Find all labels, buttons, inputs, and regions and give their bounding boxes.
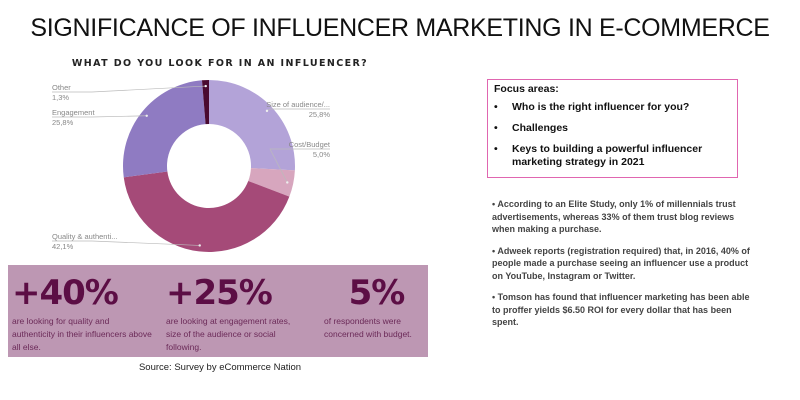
- chart-title: WHAT DO YOU LOOK FOR IN AN INFLUENCER?: [71, 58, 369, 69]
- stat-quality: +40% are looking for quality and authent…: [12, 273, 152, 354]
- slice-value-label: 1,3%: [52, 93, 69, 102]
- slice-label: Size of audience/...: [266, 100, 330, 109]
- leader-dot: [198, 244, 201, 247]
- stat-number: +25%: [166, 273, 273, 313]
- leader-dot: [204, 84, 207, 88]
- stat-text: are looking for quality and authenticity…: [12, 316, 152, 352]
- leader-dot: [286, 181, 289, 184]
- slice-value-label: 25,8%: [309, 110, 331, 119]
- donut-slice-4: [201, 80, 209, 125]
- fact-item: • Tomson has found that influencer marke…: [492, 292, 750, 327]
- fact-item: • Adweek reports (registration required)…: [492, 245, 750, 281]
- slice-value-label: 5,0%: [313, 150, 330, 159]
- fact-item: • According to an Elite Study, only 1% o…: [492, 199, 736, 234]
- leader-line: [52, 240, 200, 246]
- stat-budget: 5% of respondents were concerned with bu…: [324, 273, 429, 341]
- donut-slice-0: [209, 79, 296, 171]
- stat-number: +40%: [12, 273, 119, 313]
- stats-panel: +40% are looking for quality and authent…: [8, 265, 428, 357]
- leader-line: [269, 148, 330, 183]
- leader-dot: [265, 109, 269, 113]
- facts-list: • According to an Elite Study, only 1% o…: [492, 198, 754, 338]
- leader-dot: [145, 114, 148, 117]
- focus-item: Challenges: [494, 122, 731, 135]
- focus-areas-box: Focus areas: Who is the right influencer…: [487, 79, 738, 178]
- slice-value-label: 42,1%: [52, 242, 74, 251]
- stat-number: 5%: [348, 273, 406, 313]
- focus-heading: Focus areas:: [494, 83, 559, 95]
- donut-slice-3: [123, 80, 206, 178]
- slice-label: Other: [52, 83, 71, 92]
- donut-slice-2: [123, 171, 290, 252]
- leader-line: [52, 115, 147, 118]
- focus-item: Who is the right influencer for you?: [494, 101, 731, 114]
- focus-item: Keys to building a powerful influencer m…: [494, 143, 731, 169]
- page-title: SIGNIFICANCE OF INFLUENCER MARKETING IN …: [30, 14, 770, 42]
- slice-label: Cost/Budget: [289, 140, 331, 149]
- stat-text: are looking at engagement rates, size of…: [166, 316, 291, 352]
- source-caption: Source: Survey by eCommerce Nation: [138, 362, 302, 373]
- donut-chart: Size of audience/...25,8%Cost/Budget5,0%…: [52, 79, 331, 252]
- stat-text: of respondents were concerned with budge…: [324, 316, 412, 339]
- slice-label: Engagement: [52, 108, 95, 117]
- slice-label: Quality & authenti...: [52, 232, 117, 241]
- stat-engagement: +25% are looking at engagement rates, si…: [166, 273, 291, 354]
- slice-value-label: 25,8%: [52, 118, 74, 127]
- leader-line: [52, 85, 206, 93]
